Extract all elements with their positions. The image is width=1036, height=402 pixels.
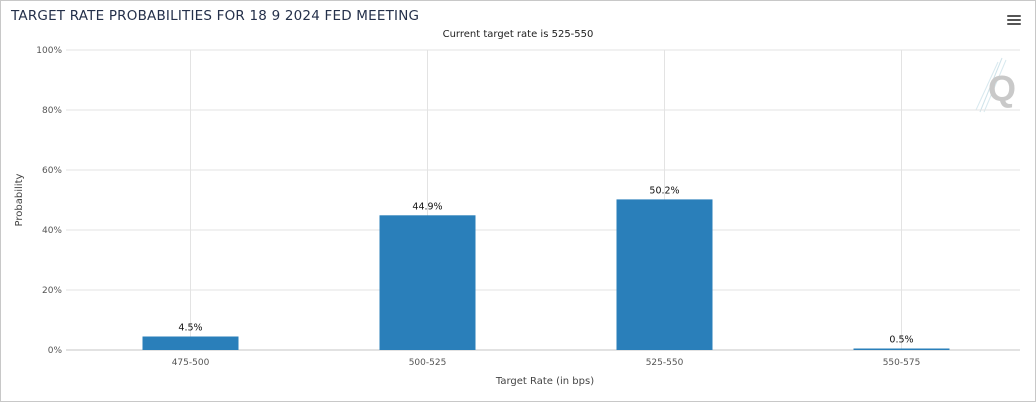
- x-tick-label: 475-500: [172, 358, 210, 368]
- data-label: 50.2%: [649, 185, 679, 196]
- y-axis-title: Probability: [14, 173, 25, 226]
- data-label: 0.5%: [889, 335, 913, 346]
- y-tick-label: 100%: [36, 46, 62, 56]
- data-labels: 4.5% 44.9% 50.2% 0.5%: [178, 185, 913, 345]
- data-label: 4.5%: [178, 323, 202, 334]
- x-tick-label: 500-525: [409, 358, 447, 368]
- y-tick-label: 20%: [42, 286, 62, 296]
- bar-525-550[interactable]: [616, 199, 713, 350]
- y-tick-label: 80%: [42, 106, 62, 116]
- bar-500-525[interactable]: [379, 215, 476, 350]
- y-tick-label: 0%: [48, 346, 63, 356]
- quikstrike-q-logo-icon: Q: [975, 57, 1016, 113]
- x-tick-label: 550-575: [883, 358, 921, 368]
- data-label: 44.9%: [412, 201, 442, 212]
- x-axis-title: Target Rate (in bps): [495, 376, 594, 387]
- y-tick-label: 60%: [42, 166, 62, 176]
- grid-lines: [66, 49, 1020, 351]
- bar-475-500[interactable]: [142, 336, 239, 351]
- bar-550-575[interactable]: [853, 348, 950, 351]
- x-axis-ticks: 475-500 500-525 525-550 550-575: [172, 358, 921, 368]
- y-tick-label: 40%: [42, 226, 62, 236]
- svg-text:Q: Q: [988, 68, 1016, 109]
- chart-subtitle: Current target rate is 525-550: [442, 29, 594, 40]
- hamburger-menu-icon[interactable]: [1007, 15, 1021, 27]
- chart-title: TARGET RATE PROBABILITIES FOR 18 9 2024 …: [11, 8, 420, 24]
- x-tick-label: 525-550: [646, 358, 684, 368]
- bars: [142, 199, 950, 351]
- y-axis-ticks: 0% 20% 40% 60% 80% 100%: [36, 46, 62, 356]
